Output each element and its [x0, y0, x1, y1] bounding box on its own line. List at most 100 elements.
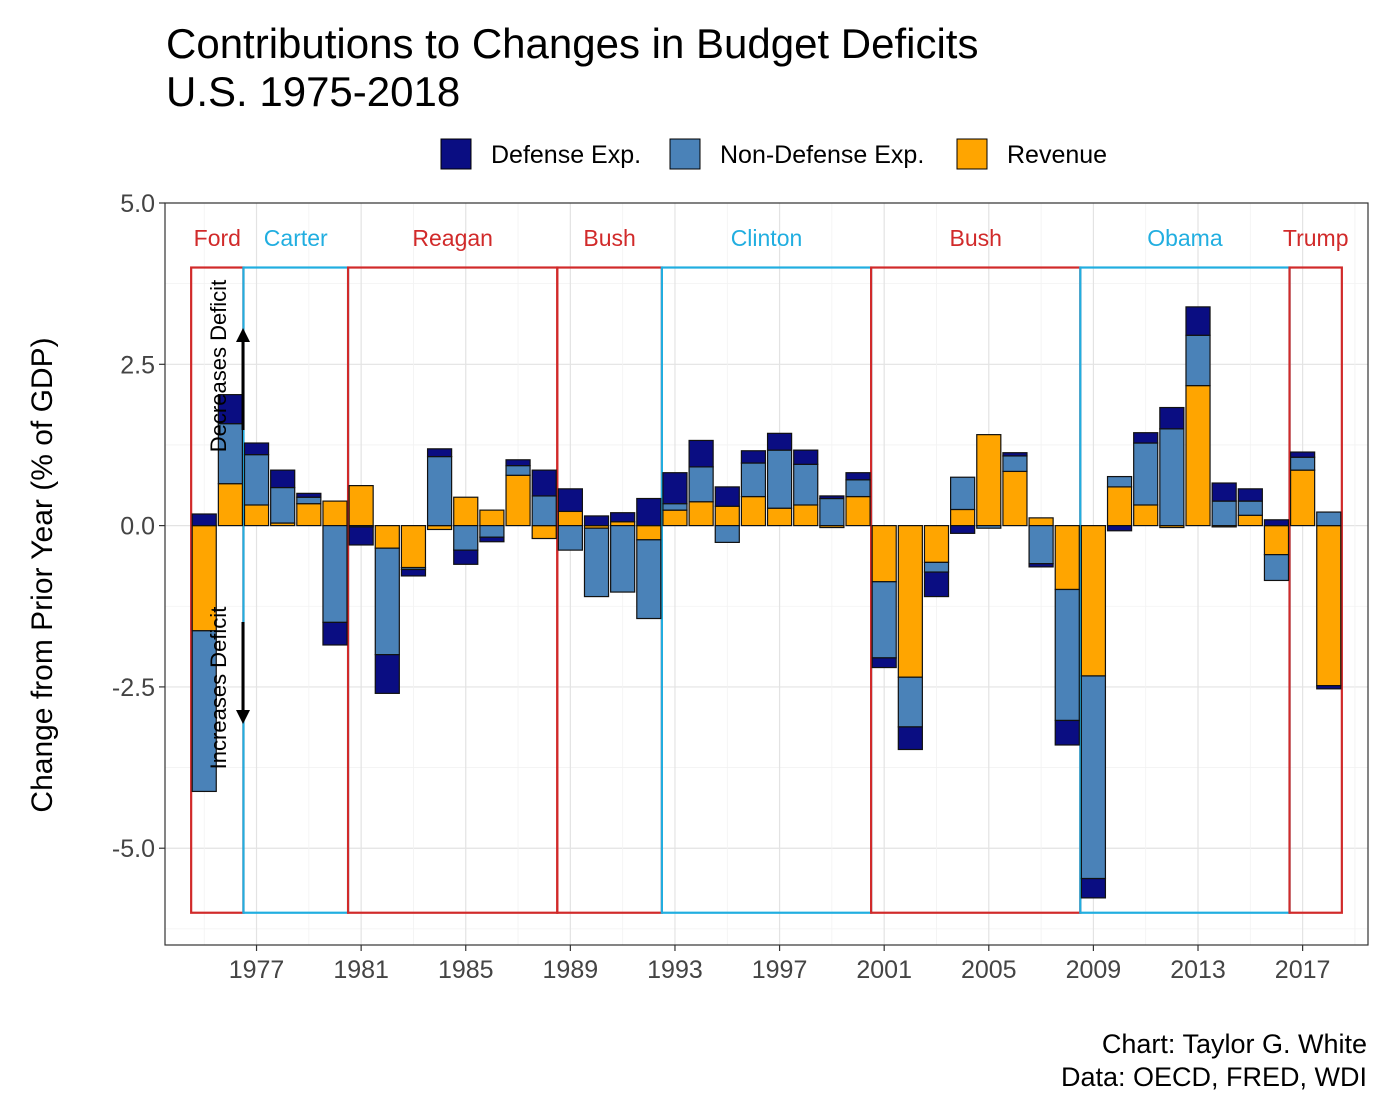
bar-non-defense-exp-2015 [1237, 500, 1263, 516]
bar-non-defense-exp-1986 [479, 525, 505, 538]
bar-revenue-1996 [740, 495, 767, 527]
president-label: Ford [194, 225, 241, 251]
bar-defense-exp-2006 [1002, 452, 1028, 457]
bar-defense-exp-1986 [479, 536, 505, 543]
bar-revenue-1992 [636, 525, 662, 541]
bar-defense-exp-2015 [1237, 488, 1263, 502]
bar-non-defense-exp-1997 [766, 449, 793, 509]
axes: 5.0 2.5 0.0 -2.5 -5.0 1977 1981 1985 1989 1993 199… [112, 190, 1331, 984]
x-tick-label: 1977 [229, 956, 285, 984]
bar-non-defense-exp-2009 [1080, 675, 1107, 880]
bar-defense-exp-1996 [740, 450, 767, 464]
bar-defense-exp-2002 [897, 726, 923, 751]
x-tick-label: 2013 [1170, 956, 1226, 984]
bar-non-defense-exp-1984 [426, 455, 453, 527]
bar-non-defense-exp-2013 [1185, 334, 1211, 387]
bar-defense-exp-2013 [1185, 306, 1211, 336]
y-tick-label: 5.0 [120, 190, 155, 218]
bar-defense-exp-1998 [793, 449, 819, 465]
x-tick-label: 2005 [961, 956, 1017, 984]
bar-revenue-1995 [714, 505, 740, 527]
bar-defense-exp-1981 [348, 526, 374, 546]
bar-revenue-2017 [1289, 469, 1316, 527]
bar-non-defense-exp-2012 [1159, 428, 1185, 527]
bar-revenue-2010 [1106, 486, 1133, 527]
bar-defense-exp-1995 [714, 486, 740, 507]
bar-non-defense-exp-1998 [793, 463, 819, 506]
y-tick-label: 2.5 [120, 351, 155, 379]
bar-non-defense-exp-2004 [950, 476, 976, 511]
bar-defense-exp-1975 [191, 513, 217, 527]
bar-revenue-1993 [662, 509, 688, 527]
bar-non-defense-exp-2006 [1002, 455, 1028, 473]
bar-revenue-2008 [1054, 525, 1080, 591]
x-tick-label: 2009 [1066, 956, 1122, 984]
x-tick-label: 1985 [438, 956, 494, 984]
y-tick-label: 0.0 [120, 513, 155, 541]
bar-non-defense-exp-1995 [714, 525, 740, 543]
bar-non-defense-exp-2000 [845, 479, 871, 498]
deficit-arrows: Decreases Deficit Increases Deficit [206, 280, 250, 769]
legend-label-revenue: Revenue [1007, 141, 1107, 169]
bar-revenue-1983 [400, 525, 427, 569]
bar-revenue-1977 [243, 504, 270, 527]
bar-non-defense-exp-1994 [688, 466, 714, 503]
bar-defense-exp-2011 [1133, 432, 1159, 444]
bar-revenue-1982 [374, 525, 400, 549]
legend-label-nondefense: Non-Defense Exp. [720, 141, 924, 169]
bar-defense-exp-1978 [270, 469, 296, 489]
bar-revenue-1975 [191, 525, 217, 632]
bar-revenue-2015 [1237, 514, 1263, 527]
bar-revenue-2001 [871, 525, 897, 583]
bar-non-defense-exp-2008 [1054, 588, 1080, 722]
bar-revenue-1994 [688, 501, 714, 527]
bar-defense-exp-2017 [1289, 451, 1316, 458]
bar-defense-exp-1979 [296, 492, 322, 498]
bar-revenue-2007 [1028, 517, 1054, 527]
bar-non-defense-exp-1996 [740, 462, 767, 498]
x-tick-label: 1981 [333, 956, 389, 984]
bar-defense-exp-1988 [531, 469, 557, 497]
president-label: Reagan [412, 225, 493, 251]
bar-defense-exp-2012 [1159, 406, 1185, 430]
bar-defense-exp-2018 [1316, 685, 1342, 690]
bar-non-defense-exp-2018 [1316, 511, 1342, 527]
bar-non-defense-exp-1985 [453, 525, 479, 551]
legend-swatch-defense [440, 138, 472, 170]
president-label: Bush [583, 225, 635, 251]
bar-defense-exp-1980 [322, 621, 348, 646]
bar-revenue-1987 [505, 474, 531, 527]
x-tick-label: 2001 [856, 956, 912, 984]
bar-non-defense-exp-1988 [531, 495, 557, 527]
bar-revenue-2016 [1263, 525, 1290, 556]
bar-revenue-2003 [923, 525, 950, 563]
bar-revenue-1976 [217, 483, 244, 527]
bar-defense-exp-1997 [766, 432, 793, 451]
bar-revenue-1986 [479, 509, 505, 527]
bar-defense-exp-1999 [819, 495, 845, 500]
bar-revenue-1985 [453, 496, 479, 527]
bar-defense-exp-2014 [1211, 482, 1237, 502]
bar-defense-exp-1983 [400, 568, 427, 577]
legend: Defense Exp. Non-Defense Exp. Revenue [440, 138, 1107, 170]
y-tick-label: -2.5 [112, 674, 155, 702]
decreases-deficit-label: Decreases Deficit [206, 280, 231, 452]
president-label: Bush [949, 225, 1001, 251]
bar-revenue-2013 [1185, 384, 1211, 527]
bar-defense-exp-2000 [845, 472, 871, 481]
bar-non-defense-exp-2017 [1289, 456, 1316, 471]
bar-non-defense-exp-1979 [296, 496, 322, 505]
y-tick-label: -5.0 [112, 835, 155, 863]
bar-revenue-2005 [976, 434, 1002, 527]
bar-revenue-2002 [897, 525, 923, 678]
president-terms: Ford Carter Reagan Bush Clinton Bush Obama Trum… [190, 225, 1349, 914]
bar-non-defense-exp-1982 [374, 547, 400, 656]
caption-author: Chart: Taylor G. White [1102, 1029, 1367, 1059]
bar-defense-exp-1991 [610, 512, 636, 523]
bar-non-defense-exp-2003 [923, 561, 950, 573]
president-label: Clinton [731, 225, 803, 251]
bar-non-defense-exp-1989 [557, 525, 583, 551]
bar-defense-exp-2010 [1106, 525, 1133, 532]
caption-source: Data: OECD, FRED, WDI [1061, 1062, 1367, 1092]
